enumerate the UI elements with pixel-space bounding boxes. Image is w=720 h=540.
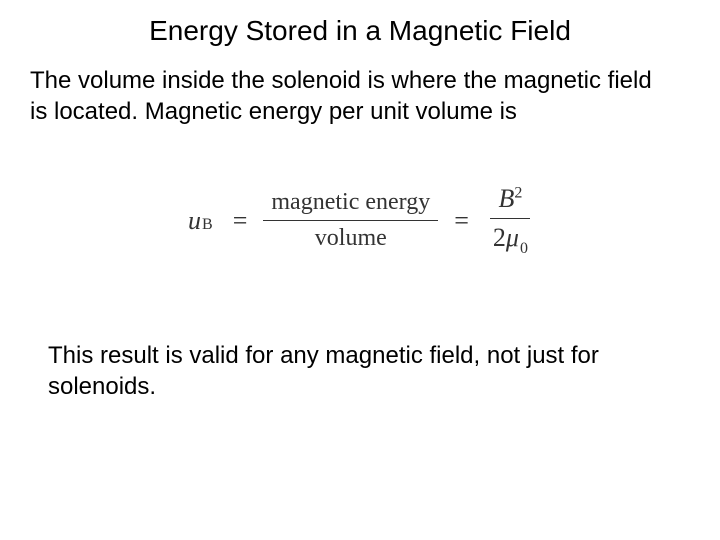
variable-u: u <box>188 206 201 236</box>
fraction-1-numerator: magnetic energy <box>263 187 438 221</box>
fraction-2-numerator: B2 <box>490 182 530 219</box>
subscript-B: B <box>202 216 213 234</box>
slide-title: Energy Stored in a Magnetic Field <box>30 15 690 47</box>
closing-paragraph: This result is valid for any magnetic fi… <box>30 340 690 402</box>
equals-sign-2: = <box>454 206 469 236</box>
variable-mu: μ <box>506 223 519 252</box>
intro-paragraph: The volume inside the solenoid is where … <box>30 65 690 127</box>
equation-container: uB = magnetic energy volume = B2 2μ0 <box>30 182 690 259</box>
superscript-2: 2 <box>514 185 522 202</box>
subscript-0: 0 <box>520 240 528 257</box>
variable-B: B <box>498 184 514 213</box>
equation-lhs: uB <box>188 206 213 236</box>
energy-density-equation: uB = magnetic energy volume = B2 2μ0 <box>188 182 542 259</box>
fraction-2-denominator: 2μ0 <box>485 219 536 259</box>
fraction-1: magnetic energy volume <box>263 187 438 254</box>
coefficient-2: 2 <box>493 223 506 252</box>
fraction-2: B2 2μ0 <box>485 182 536 259</box>
equals-sign-1: = <box>233 206 248 236</box>
fraction-1-denominator: volume <box>307 221 395 254</box>
slide-container: Energy Stored in a Magnetic Field The vo… <box>0 0 720 540</box>
